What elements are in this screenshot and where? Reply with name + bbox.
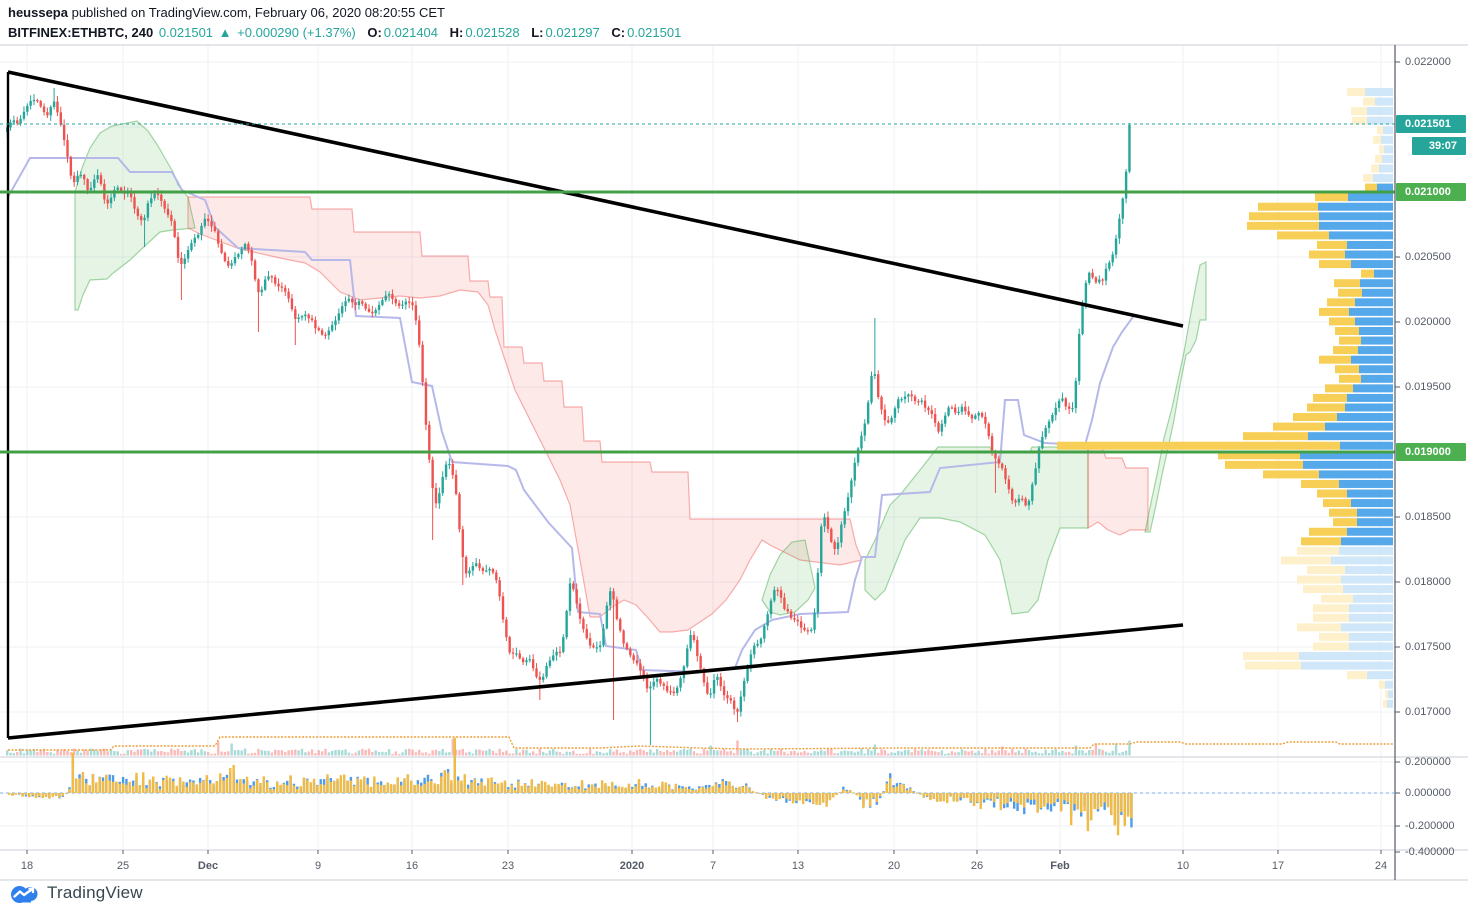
last-price-badge: [1396, 115, 1466, 133]
svg-text:2020: 2020: [620, 860, 644, 872]
svg-text:0.019000: 0.019000: [1405, 446, 1451, 458]
svg-text:Dec: Dec: [198, 860, 218, 872]
svg-text:0.020500: 0.020500: [1405, 251, 1451, 263]
ascending-support[interactable]: [7, 623, 1184, 740]
header: heussepa published on TradingView.com, F…: [8, 4, 683, 43]
svg-text:17: 17: [1272, 860, 1284, 872]
volume-profile: [1057, 88, 1393, 708]
svg-text:39:07: 39:07: [1429, 140, 1457, 152]
svg-text:-0.400000: -0.400000: [1405, 846, 1455, 858]
countdown-badge: [1412, 137, 1466, 155]
ichimoku-red-cloud: [187, 196, 863, 633]
ichimoku-baseline: [7, 157, 1134, 674]
symbol-line: BITFINEX:ETHBTC, 240 0.021501 ▲ +0.00029…: [8, 24, 683, 43]
svg-text:0.020000: 0.020000: [1405, 316, 1451, 328]
svg-text:20: 20: [888, 860, 900, 872]
svg-text:0.022000: 0.022000: [1405, 56, 1451, 68]
svg-text:16: 16: [406, 860, 418, 872]
last-price: 0.021501: [158, 24, 214, 40]
level-price-badge: [1396, 183, 1466, 201]
descending-resistance[interactable]: [7, 70, 1184, 328]
open-value: 0.021404: [383, 24, 439, 40]
svg-text:25: 25: [117, 860, 129, 872]
oscillator-pane: [0, 737, 1395, 836]
time-axis[interactable]: 18 25 Dec 9 16 23 2020 7 13 20 26 Feb 10 17 24: [21, 850, 1387, 872]
svg-text:0.017000: 0.017000: [1405, 706, 1451, 718]
svg-text:10: 10: [1177, 860, 1189, 872]
ichimoku-red-cloud: [1087, 446, 1149, 536]
svg-text:9: 9: [315, 860, 321, 872]
horizontal-level-lines[interactable]: [0, 190, 1395, 454]
published-text: published on TradingView.com, February 0…: [67, 5, 445, 20]
close-label: C:: [611, 24, 626, 40]
pane-borders: [0, 44, 1468, 881]
tradingview-logo-icon: [11, 886, 38, 903]
price-axis[interactable]: 0.022000 0.020500 0.020000 0.019500 0.018500…: [1395, 56, 1466, 858]
ichimoku-green-cloud: [1144, 261, 1207, 533]
volume-overlay: [6, 736, 1393, 756]
publisher-name: heussepa: [8, 5, 68, 20]
symbol-interval: BITFINEX:ETHBTC, 240: [8, 24, 154, 40]
tradingview-logo-text: TradingView: [47, 883, 143, 902]
svg-text:13: 13: [792, 860, 804, 872]
svg-text:18: 18: [21, 860, 33, 872]
svg-text:0.019500: 0.019500: [1405, 381, 1451, 393]
svg-text:0.021501: 0.021501: [1405, 118, 1451, 130]
low-value: 0.021297: [545, 24, 600, 40]
ichimoku-green-cloud: [74, 120, 196, 311]
svg-text:24: 24: [1375, 860, 1387, 872]
trend-lines[interactable]: [6, 70, 1184, 740]
svg-text:-0.200000: -0.200000: [1405, 820, 1455, 832]
svg-text:0.021000: 0.021000: [1405, 186, 1451, 198]
svg-text:Feb: Feb: [1050, 860, 1070, 872]
change-arrow-icon: ▲: [218, 24, 232, 40]
svg-text:0.017500: 0.017500: [1405, 641, 1451, 653]
svg-text:0.200000: 0.200000: [1405, 756, 1451, 768]
volume-ma-line: [8, 736, 1393, 751]
svg-text:0.000000: 0.000000: [1405, 787, 1451, 799]
change-text: +0.000290 (+1.37%): [237, 24, 356, 40]
svg-text:23: 23: [502, 860, 514, 872]
svg-text:0.018000: 0.018000: [1405, 576, 1451, 588]
open-label: O:: [367, 24, 382, 40]
svg-text:7: 7: [710, 860, 716, 872]
svg-text:0.018500: 0.018500: [1405, 511, 1451, 523]
high-value: 0.021528: [465, 24, 520, 40]
candles-layer: [6, 88, 1131, 745]
high-label: H:: [449, 24, 464, 40]
level-price-badge: [1396, 443, 1466, 461]
ichimoku-cloud-layer: [7, 120, 1207, 674]
close-value: 0.021501: [627, 24, 682, 40]
low-label: L:: [531, 24, 544, 40]
publisher-line: heussepa published on TradingView.com, F…: [8, 4, 683, 23]
svg-text:26: 26: [971, 860, 983, 872]
footer-logo[interactable]: TradingView: [10, 882, 143, 904]
